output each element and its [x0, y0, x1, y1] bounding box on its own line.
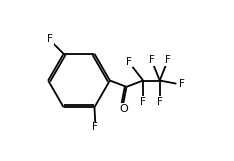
Text: F: F — [47, 34, 53, 44]
Text: F: F — [149, 55, 155, 65]
Text: F: F — [165, 55, 171, 65]
Text: F: F — [157, 97, 163, 107]
Text: O: O — [119, 104, 128, 114]
Text: F: F — [179, 79, 184, 89]
Text: F: F — [126, 57, 132, 66]
Text: F: F — [140, 97, 146, 107]
Text: F: F — [92, 123, 98, 133]
